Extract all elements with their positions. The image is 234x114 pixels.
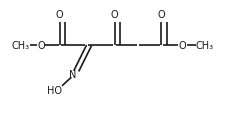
Text: O: O [111, 10, 118, 20]
Text: HO: HO [48, 85, 62, 95]
Text: O: O [158, 10, 165, 20]
Text: O: O [56, 10, 63, 20]
Text: O: O [179, 41, 186, 51]
Text: CH₃: CH₃ [196, 41, 214, 51]
Text: N: N [69, 69, 76, 79]
Text: CH₃: CH₃ [12, 41, 30, 51]
Text: O: O [37, 41, 45, 51]
